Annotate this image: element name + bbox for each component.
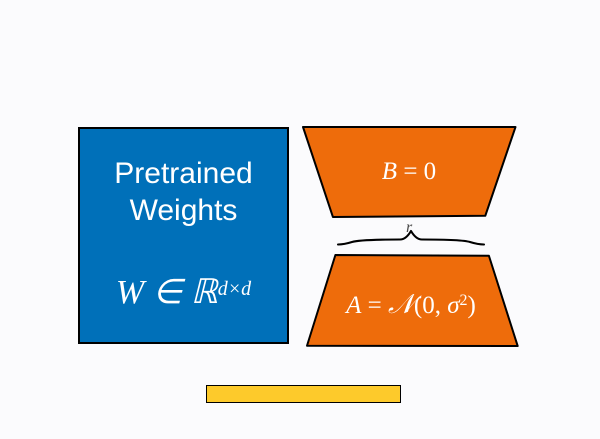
svg-text:A = 𝒩(0, σ2): A = 𝒩(0, σ2): [344, 289, 476, 319]
svg-text:B = 0: B = 0: [381, 158, 435, 185]
